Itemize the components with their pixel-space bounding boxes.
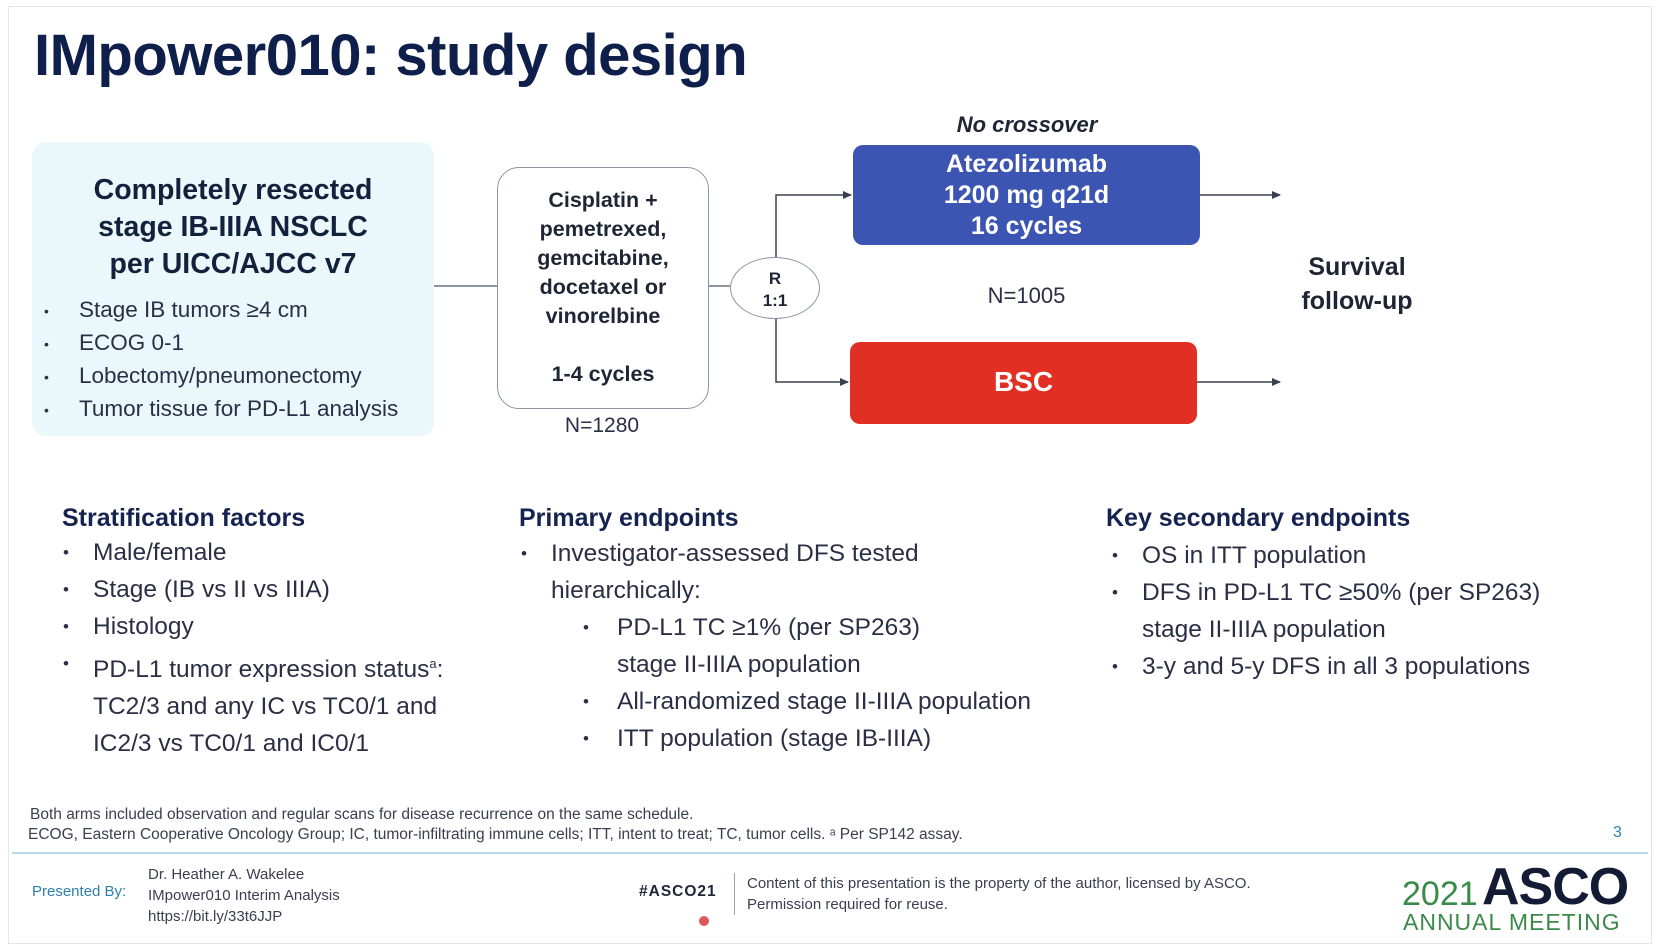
bsc-arm-label: BSC — [993, 366, 1054, 397]
stratification-item: • Histology — [63, 613, 194, 640]
secondary-endpoint-item: • 3-y and 5-y DFS in all 3 populations — [1112, 653, 1531, 680]
atezo-arm-line: 1200 mg q21d — [943, 181, 1110, 209]
arrow-to-atezo — [775, 191, 852, 257]
regimen-line: gemcitabine, — [537, 246, 669, 270]
eligibility-item: • Lobectomy/pneumonectomy — [44, 363, 362, 389]
population-title-line: per UICC/AJCC v7 — [109, 248, 357, 280]
regimen-line: docetaxel or — [539, 275, 667, 299]
survival-line: Survival — [1308, 253, 1406, 281]
primary-endpoints-heading: Primary endpoints — [519, 504, 739, 532]
primary-endpoint-subitem-continuation: stage II-IIIA population — [617, 651, 861, 678]
secondary-endpoints-heading: Key secondary endpoints — [1106, 504, 1411, 532]
population-title-line: Completely resected — [93, 174, 373, 206]
primary-endpoints-list: • Investigator-assessed DFS tested hierar… — [521, 535, 1032, 757]
slide-border — [8, 6, 1652, 944]
stratification-item: • PD-L1 tumor expression statusa: — [63, 654, 444, 684]
regimen-line: pemetrexed, — [539, 217, 667, 241]
footer-divider — [12, 852, 1648, 854]
primary-endpoint-subitem: • PD-L1 TC ≥1% (per SP263) — [583, 614, 921, 641]
conference-hashtag: #ASCO21 — [639, 883, 717, 900]
presentation-link[interactable]: https://bit.ly/33t6JJP — [148, 908, 283, 925]
population-title-line: stage IB-IIIA NSCLC — [98, 211, 368, 243]
atezo-arm-line: Atezolizumab — [945, 150, 1108, 178]
stratification-list: • Male/female • Stage (IB vs II vs IIIA) •… — [63, 534, 444, 762]
primary-endpoint-item-continuation: hierarchically: — [551, 577, 701, 604]
eligibility-item: • Tumor tissue for PD-L1 analysis — [44, 396, 399, 422]
secondary-endpoint-item: • DFS in PD-L1 TC ≥50% (per SP263) — [1112, 579, 1541, 606]
atezolizumab-arm: Atezolizumab 1200 mg q21d 16 cycles — [853, 145, 1200, 245]
population-box: Completely resected stage IB-IIIA NSCLC … — [32, 142, 434, 436]
copyright-line: Permission required for reuse. — [747, 896, 948, 913]
copyright-line: Content of this presentation is the prop… — [747, 875, 1251, 892]
recording-dot-icon — [699, 916, 709, 926]
asco-logo: ASCO — [1482, 858, 1629, 916]
population-title: Completely resected stage IB-IIIA NSCLC … — [32, 172, 434, 283]
presentation-title: IMpower010 Interim Analysis — [148, 887, 340, 904]
presented-by-label: Presented By: — [32, 883, 127, 900]
asco-logo-subtitle: ANNUAL MEETING — [1403, 909, 1621, 935]
stratification-item: • Male/female — [63, 539, 227, 566]
regimen-line: Cisplatin + — [548, 188, 658, 212]
randomization-ratio: 1:1 — [762, 291, 788, 310]
randomization-label: R — [768, 269, 782, 288]
secondary-endpoints-list: • OS in ITT population • DFS in PD-L1 TC ≥… — [1112, 537, 1541, 685]
chemotherapy-cycles: 1-4 cycles — [551, 362, 655, 386]
stratification-heading: Stratification factors — [62, 504, 306, 532]
chemotherapy-box: Cisplatin + pemetrexed, gemcitabine, doc… — [497, 167, 709, 409]
slide-title: IMpower010: study design — [34, 23, 748, 88]
footnote-observation: Both arms included observation and regul… — [30, 806, 694, 823]
eligibility-item: • ECOG 0-1 — [44, 330, 185, 356]
primary-endpoint-subitem: • ITT population (stage IB-IIIA) — [583, 725, 932, 752]
footnote-abbreviations: ECOG, Eastern Cooperative Oncology Group… — [28, 826, 963, 843]
primary-endpoint-item: • Investigator-assessed DFS tested — [521, 540, 919, 567]
copyright-notice: Content of this presentation is the prop… — [734, 873, 1251, 915]
stratification-item-continuation: IC2/3 vs TC0/1 and IC0/1 — [93, 730, 369, 758]
survival-line: follow-up — [1301, 287, 1413, 315]
no-crossover-note: No crossover — [956, 112, 1098, 137]
randomization-node: R 1:1 — [730, 257, 820, 319]
stratification-item: • Stage (IB vs II vs IIIA) — [63, 576, 330, 603]
eligibility-item: • Stage IB tumors ≥4 cm — [44, 297, 308, 322]
asco-logo-year: 2021 — [1402, 875, 1478, 913]
survival-followup: Survival follow-up — [1262, 250, 1452, 318]
stratification-item-continuation: TC2/3 and any IC vs TC0/1 and — [93, 693, 438, 721]
primary-endpoint-subitem: • All-randomized stage II-IIIA population — [583, 688, 1032, 715]
secondary-endpoint-item-continuation: stage II-IIIA population — [1142, 616, 1386, 643]
bsc-arm: BSC — [850, 342, 1197, 424]
page-number: 3 — [1613, 824, 1622, 841]
presenter-name: Dr. Heather A. Wakelee — [148, 866, 305, 883]
presenter-info: Dr. Heather A. Wakelee IMpower010 Interi… — [148, 864, 340, 927]
chemotherapy-regimen: Cisplatin + pemetrexed, gemcitabine, doc… — [498, 186, 708, 331]
enrolled-count: N=1280 — [564, 414, 640, 437]
atezo-arm-line: 16 cycles — [970, 212, 1083, 240]
eligibility-list: • Stage IB tumors ≥4 cm • ECOG 0-1 • Lobect… — [42, 294, 398, 426]
randomized-count: N=1005 — [987, 283, 1066, 308]
regimen-line: vinorelbine — [545, 304, 661, 328]
arrow-to-bsc — [775, 317, 849, 386]
secondary-endpoint-item: • OS in ITT population — [1112, 542, 1367, 569]
